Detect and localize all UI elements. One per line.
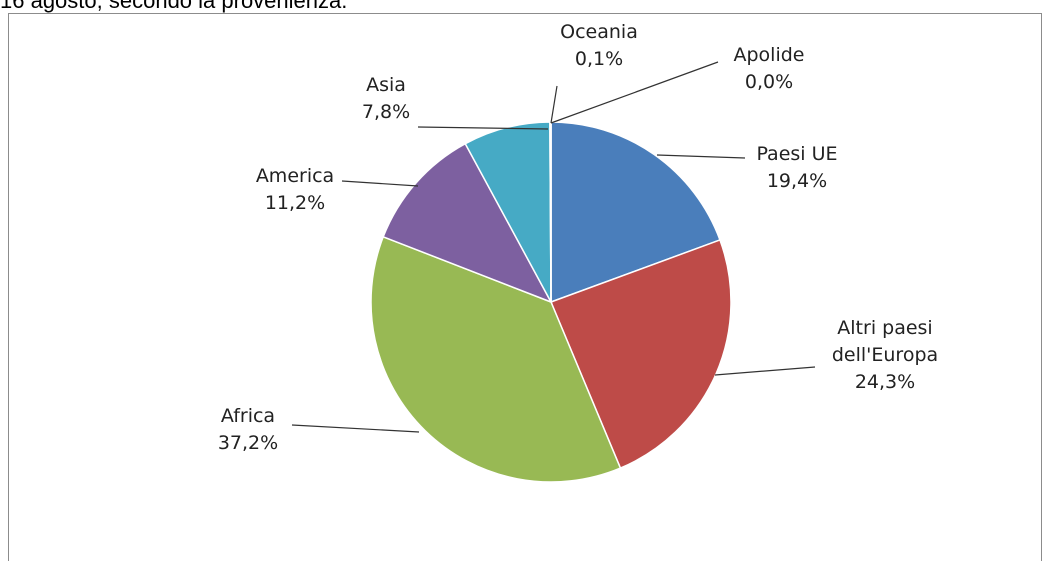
- leader-lines: [291, 61, 816, 433]
- slice-name-label: America: [256, 165, 334, 187]
- slice-name-label: Apolide: [734, 44, 805, 66]
- slice-value-label: 37,2%: [218, 432, 278, 454]
- slice-labels: Paesi UE 19,4% Altri paesi dell'Europa 24,3%…: [218, 21, 938, 454]
- slice-value-label: 0,0%: [745, 71, 793, 93]
- leader-line: [550, 61, 719, 124]
- pie-slice-altri-paesi-dell-europa: [550, 238, 732, 470]
- leader-line: [291, 424, 420, 433]
- slice-value-label: 0,1%: [575, 48, 623, 70]
- slice-name-label: Paesi UE: [756, 143, 837, 165]
- pie-slice-paesi-ue: [550, 121, 721, 304]
- slice-value-label: 11,2%: [265, 192, 325, 214]
- slice-value-label: 19,4%: [767, 170, 827, 192]
- leader-line: [550, 85, 558, 124]
- pie-slice-america: [382, 142, 553, 304]
- leader-line: [714, 366, 816, 376]
- slice-name-label: dell'Europa: [832, 344, 938, 366]
- pie-slices: [370, 121, 732, 483]
- slice-name-label: Altri paesi: [837, 317, 932, 339]
- leader-line: [417, 126, 549, 130]
- pie-slice-africa: [370, 235, 622, 483]
- slice-value-label: 7,8%: [362, 101, 410, 123]
- leader-line: [341, 180, 419, 187]
- slice-name-label: Asia: [366, 74, 406, 96]
- slice-name-label: Oceania: [560, 21, 638, 43]
- leader-line: [656, 154, 746, 159]
- slice-name-label: Africa: [221, 405, 275, 427]
- chart-caption: 16 agosto, secondo la provenienza.: [0, 0, 348, 13]
- slice-value-label: 24,3%: [855, 371, 915, 393]
